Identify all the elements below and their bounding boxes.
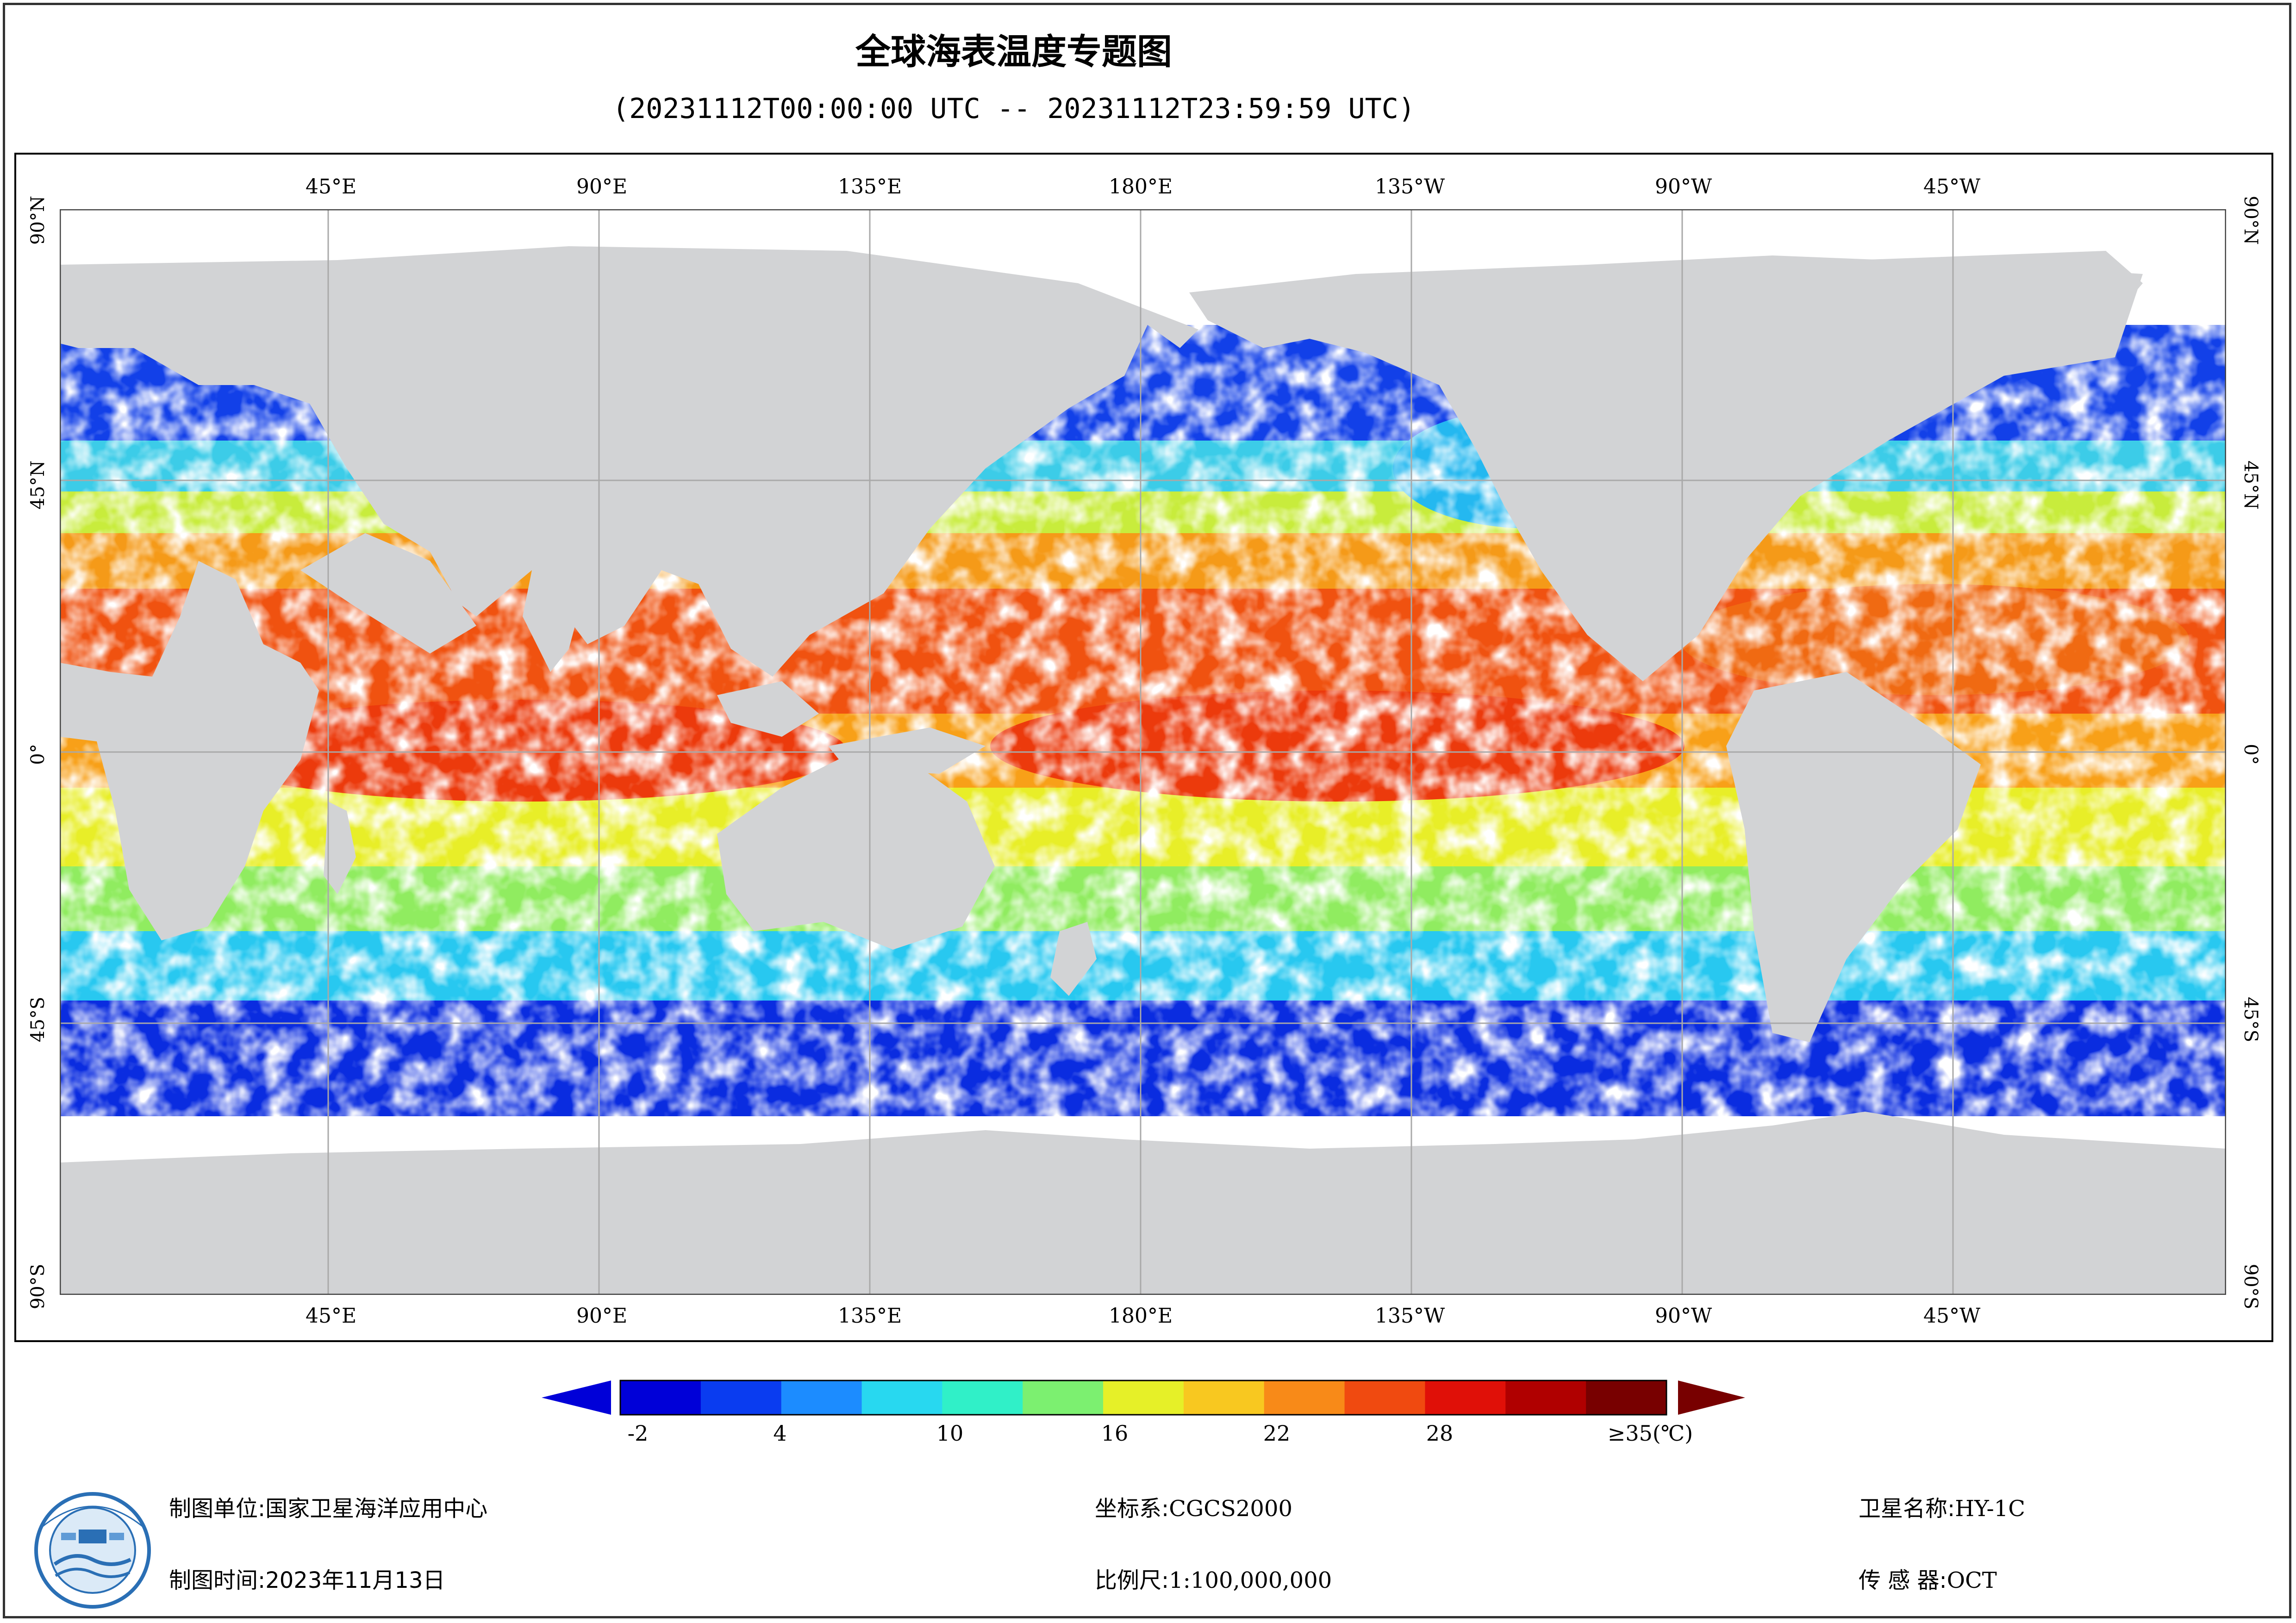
lat-label-left: 45°S	[27, 996, 49, 1043]
nsoas-logo	[34, 1492, 151, 1609]
lon-label-bottom: 90°E	[576, 1304, 628, 1328]
coordinate-system-value: CGCS2000	[1169, 1496, 1293, 1522]
mapping-time: 制图时间:2023年11月13日	[169, 1562, 445, 1594]
colorbar-step	[1183, 1380, 1265, 1415]
lat-label-left: 45°N	[27, 460, 49, 510]
colorbar-step	[1586, 1380, 1667, 1415]
colorbar-step	[1264, 1380, 1345, 1415]
lon-label-bottom: 45°E	[306, 1304, 357, 1328]
lat-label-right: 45°S	[2240, 996, 2261, 1043]
lon-label-top: 180°E	[1109, 175, 1173, 199]
colorbar-step	[1344, 1380, 1426, 1415]
map-panel-border	[60, 209, 2226, 1295]
mapping-unit-value: 国家卫星海洋应用中心	[265, 1496, 488, 1522]
colorbar-step	[620, 1380, 701, 1415]
map-title: 全球海表温度专题图	[855, 31, 1172, 72]
colorbar-step	[781, 1380, 862, 1415]
colorbar-step	[1103, 1380, 1184, 1415]
lon-label-bottom: 180°E	[1109, 1304, 1173, 1328]
lon-label-bottom: 135°E	[838, 1304, 902, 1328]
map-frame	[14, 153, 2273, 1342]
sensor-value: OCT	[1947, 1567, 1997, 1593]
lat-label-left: 90°S	[27, 1263, 49, 1310]
colorbar-step	[1505, 1380, 1587, 1415]
mapping-time-label: 制图时间:	[169, 1567, 266, 1593]
lat-label-right: 90°S	[2240, 1263, 2261, 1310]
lon-label-top: 135°W	[1375, 175, 1445, 199]
page-border	[3, 3, 2291, 1618]
mapping-unit-label: 制图单位:	[169, 1496, 266, 1522]
colorbar-tick: ≥35(℃)	[1607, 1421, 1693, 1446]
lat-label-left: 90°N	[27, 196, 49, 245]
mapping-unit: 制图单位:国家卫星海洋应用中心	[169, 1490, 487, 1523]
colorbar-tick: 16	[1101, 1421, 1129, 1446]
lat-label-right: 0°	[2240, 744, 2261, 765]
land-mask	[60, 246, 2226, 1295]
sst-map-svg	[60, 209, 2226, 1295]
lon-label-top: 90°E	[576, 175, 628, 199]
coordinate-system: 坐标系:CGCS2000	[1095, 1490, 1292, 1523]
sensor: 传 感 器:OCT	[1859, 1562, 1997, 1594]
colorbar-tick: 10	[936, 1421, 964, 1446]
sst-colorbar	[542, 1380, 1745, 1416]
colorbar-tick: -2	[627, 1421, 649, 1446]
lon-label-top: 45°E	[306, 175, 357, 199]
map-scale-label: 比例尺:	[1095, 1567, 1169, 1593]
colorbar-step	[942, 1380, 1023, 1415]
colorbar-tick: 4	[773, 1421, 787, 1446]
coordinate-system-label: 坐标系:	[1095, 1496, 1169, 1522]
colorbar-over-arrow	[1678, 1380, 1745, 1415]
mapping-time-value: 2023年11月13日	[265, 1567, 445, 1593]
colorbar-border	[619, 1380, 1667, 1416]
colorbar-under-arrow	[542, 1380, 611, 1415]
sensor-label: 传 感 器:	[1859, 1567, 1947, 1593]
lat-label-right: 90°N	[2240, 196, 2261, 245]
satellite-name-label: 卫星名称:	[1859, 1496, 1955, 1522]
map-scale: 比例尺:1:100,000,000	[1095, 1562, 1332, 1594]
lon-label-bottom: 90°W	[1655, 1304, 1712, 1328]
map-scale-value: 1:100,000,000	[1169, 1567, 1332, 1593]
colorbar-step	[1023, 1380, 1104, 1415]
colorbar-step	[700, 1380, 782, 1415]
lon-label-bottom: 135°W	[1375, 1304, 1445, 1328]
colorbar-steps	[619, 1380, 1667, 1416]
colorbar-step	[861, 1380, 943, 1415]
colorbar-tick: 28	[1426, 1421, 1454, 1446]
lon-label-top: 135°E	[838, 175, 902, 199]
lat-label-left: 0°	[27, 744, 49, 765]
lon-label-top: 90°W	[1655, 175, 1712, 199]
lon-label-bottom: 45°W	[1923, 1304, 1981, 1328]
lon-label-top: 45°W	[1923, 175, 1981, 199]
colorbar-tick: 22	[1263, 1421, 1291, 1446]
satellite-name-value: HY-1C	[1955, 1496, 2025, 1522]
lat-label-right: 45°N	[2240, 460, 2261, 510]
graticule	[60, 209, 2226, 1295]
map-time-range: (20231112T00:00:00 UTC -- 20231112T23:59…	[612, 93, 1415, 125]
colorbar-step	[1425, 1380, 1506, 1415]
satellite-name: 卫星名称:HY-1C	[1859, 1490, 2025, 1523]
sst-map	[60, 209, 2226, 1295]
